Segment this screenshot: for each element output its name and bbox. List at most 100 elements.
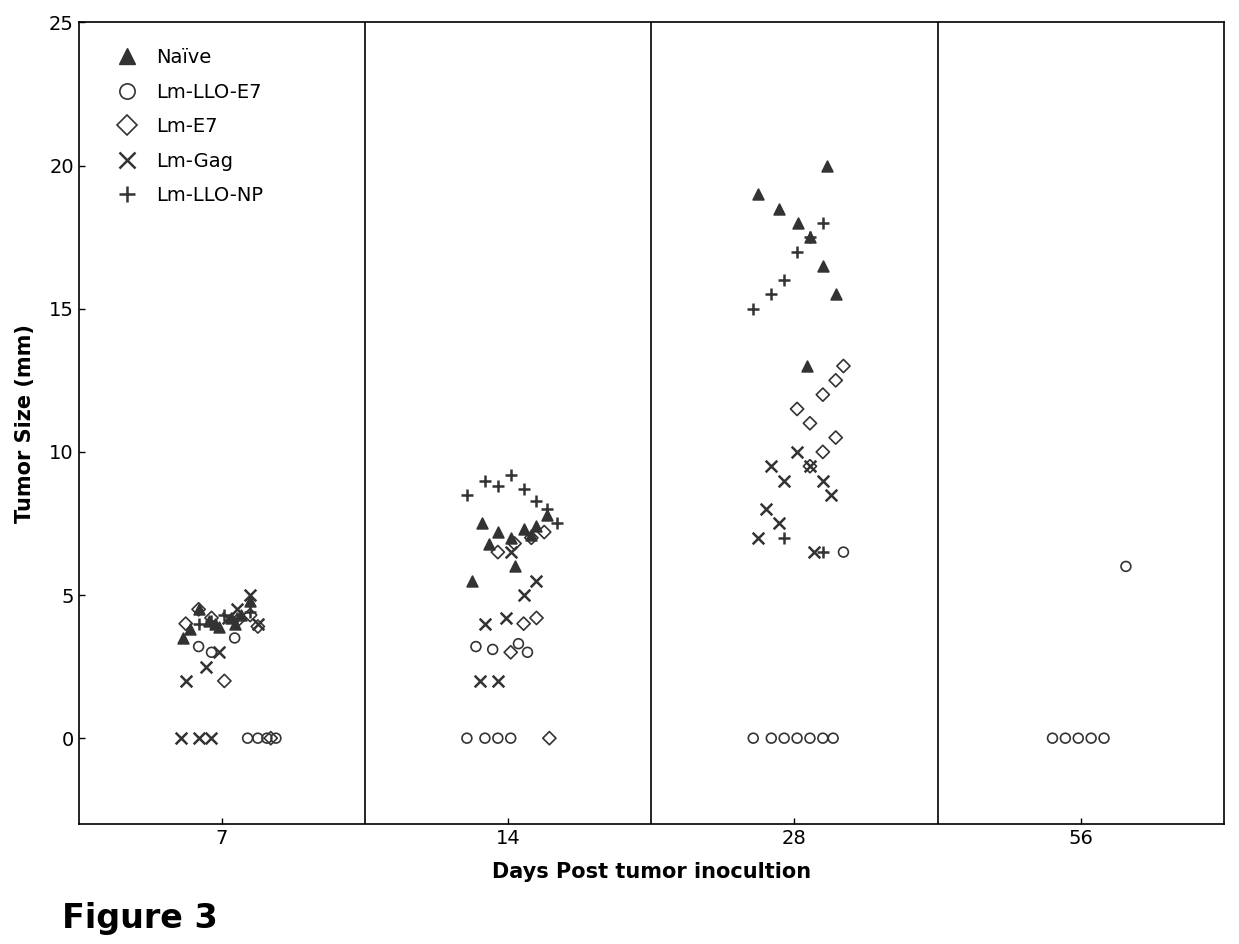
Point [197,659,217,674]
Point [504,536,524,551]
Point [479,536,499,551]
Point [488,479,508,494]
Point [527,519,546,534]
Point [800,459,820,474]
Point [501,731,520,746]
Point [823,731,843,746]
Point [514,481,534,497]
Point [501,467,520,482]
Point [475,616,494,632]
Point [199,614,219,629]
Point [232,608,252,623]
Point [774,473,794,488]
Point [774,531,794,546]
Point [227,614,247,629]
Point [266,731,286,746]
Point [224,631,244,646]
Point [820,487,840,502]
Point [176,616,196,632]
Point [214,608,234,623]
Point [176,673,196,688]
Point [475,731,494,746]
Point [221,611,240,626]
Point [536,501,556,516]
Point [227,601,247,616]
Point [804,545,824,560]
Point [769,516,789,531]
Point [173,631,193,646]
Point [748,531,768,546]
Point [787,244,807,259]
Point [501,645,520,660]
Point [202,731,222,746]
Point [788,215,808,230]
Point [171,731,191,746]
Point [762,459,782,474]
Point [462,573,482,588]
Point [534,525,554,540]
Point [813,545,833,560]
Point [209,619,229,634]
Point [800,459,820,474]
Point [1082,731,1101,746]
Point [774,273,794,288]
Legend: Naïve, Lm-LLO-E7, Lm-E7, Lm-Gag, Lm-LLO-NP: Naïve, Lm-LLO-E7, Lm-E7, Lm-Gag, Lm-LLO-… [100,41,271,213]
Point [188,639,208,654]
Point [813,259,833,274]
Point [813,445,833,460]
Point [826,430,846,446]
Point [496,611,515,626]
Point [227,611,247,626]
Point [527,493,546,508]
Point [240,587,260,602]
Point [514,522,534,537]
Point [834,359,854,374]
Point [743,301,763,316]
Point [787,731,807,746]
Point [813,731,833,746]
Point [756,501,776,516]
Point [180,622,199,637]
Point [218,611,238,626]
Point [501,545,520,560]
Point [466,639,486,654]
Point [508,636,528,651]
Point [800,415,820,430]
Point [514,616,534,632]
Point [762,731,782,746]
Point [488,731,508,746]
Point [787,445,807,460]
Point [800,731,820,746]
Text: Figure 3: Figure 3 [62,902,218,935]
Point [826,373,846,388]
Point [527,611,546,626]
Point [209,645,229,660]
Point [748,187,768,202]
Point [240,605,260,620]
Point [488,545,508,560]
Point [769,201,789,216]
Point [488,673,508,688]
Point [224,616,244,632]
Point [188,601,208,616]
Point [261,731,281,746]
Point [188,731,208,746]
Point [813,215,833,230]
Point [202,611,222,626]
Point [501,531,520,546]
Point [457,731,477,746]
Point [475,473,494,488]
Point [774,731,794,746]
Point [238,731,258,746]
Point [800,229,820,244]
Point [248,616,268,632]
Point [522,531,541,546]
Point [1068,731,1088,746]
Point [834,545,854,560]
Point [813,387,833,402]
Point [214,673,234,688]
Point [240,593,260,608]
Point [762,287,782,302]
Point [504,559,524,574]
Point [256,731,276,746]
